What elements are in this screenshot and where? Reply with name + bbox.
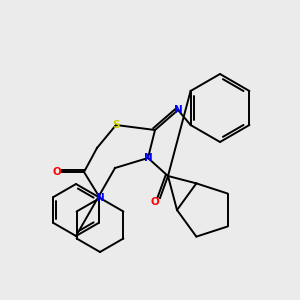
Text: S: S: [112, 120, 120, 130]
Text: O: O: [151, 197, 159, 207]
Text: N: N: [174, 105, 182, 115]
Text: N: N: [144, 153, 152, 163]
Text: N: N: [96, 193, 104, 203]
Text: O: O: [52, 167, 62, 177]
